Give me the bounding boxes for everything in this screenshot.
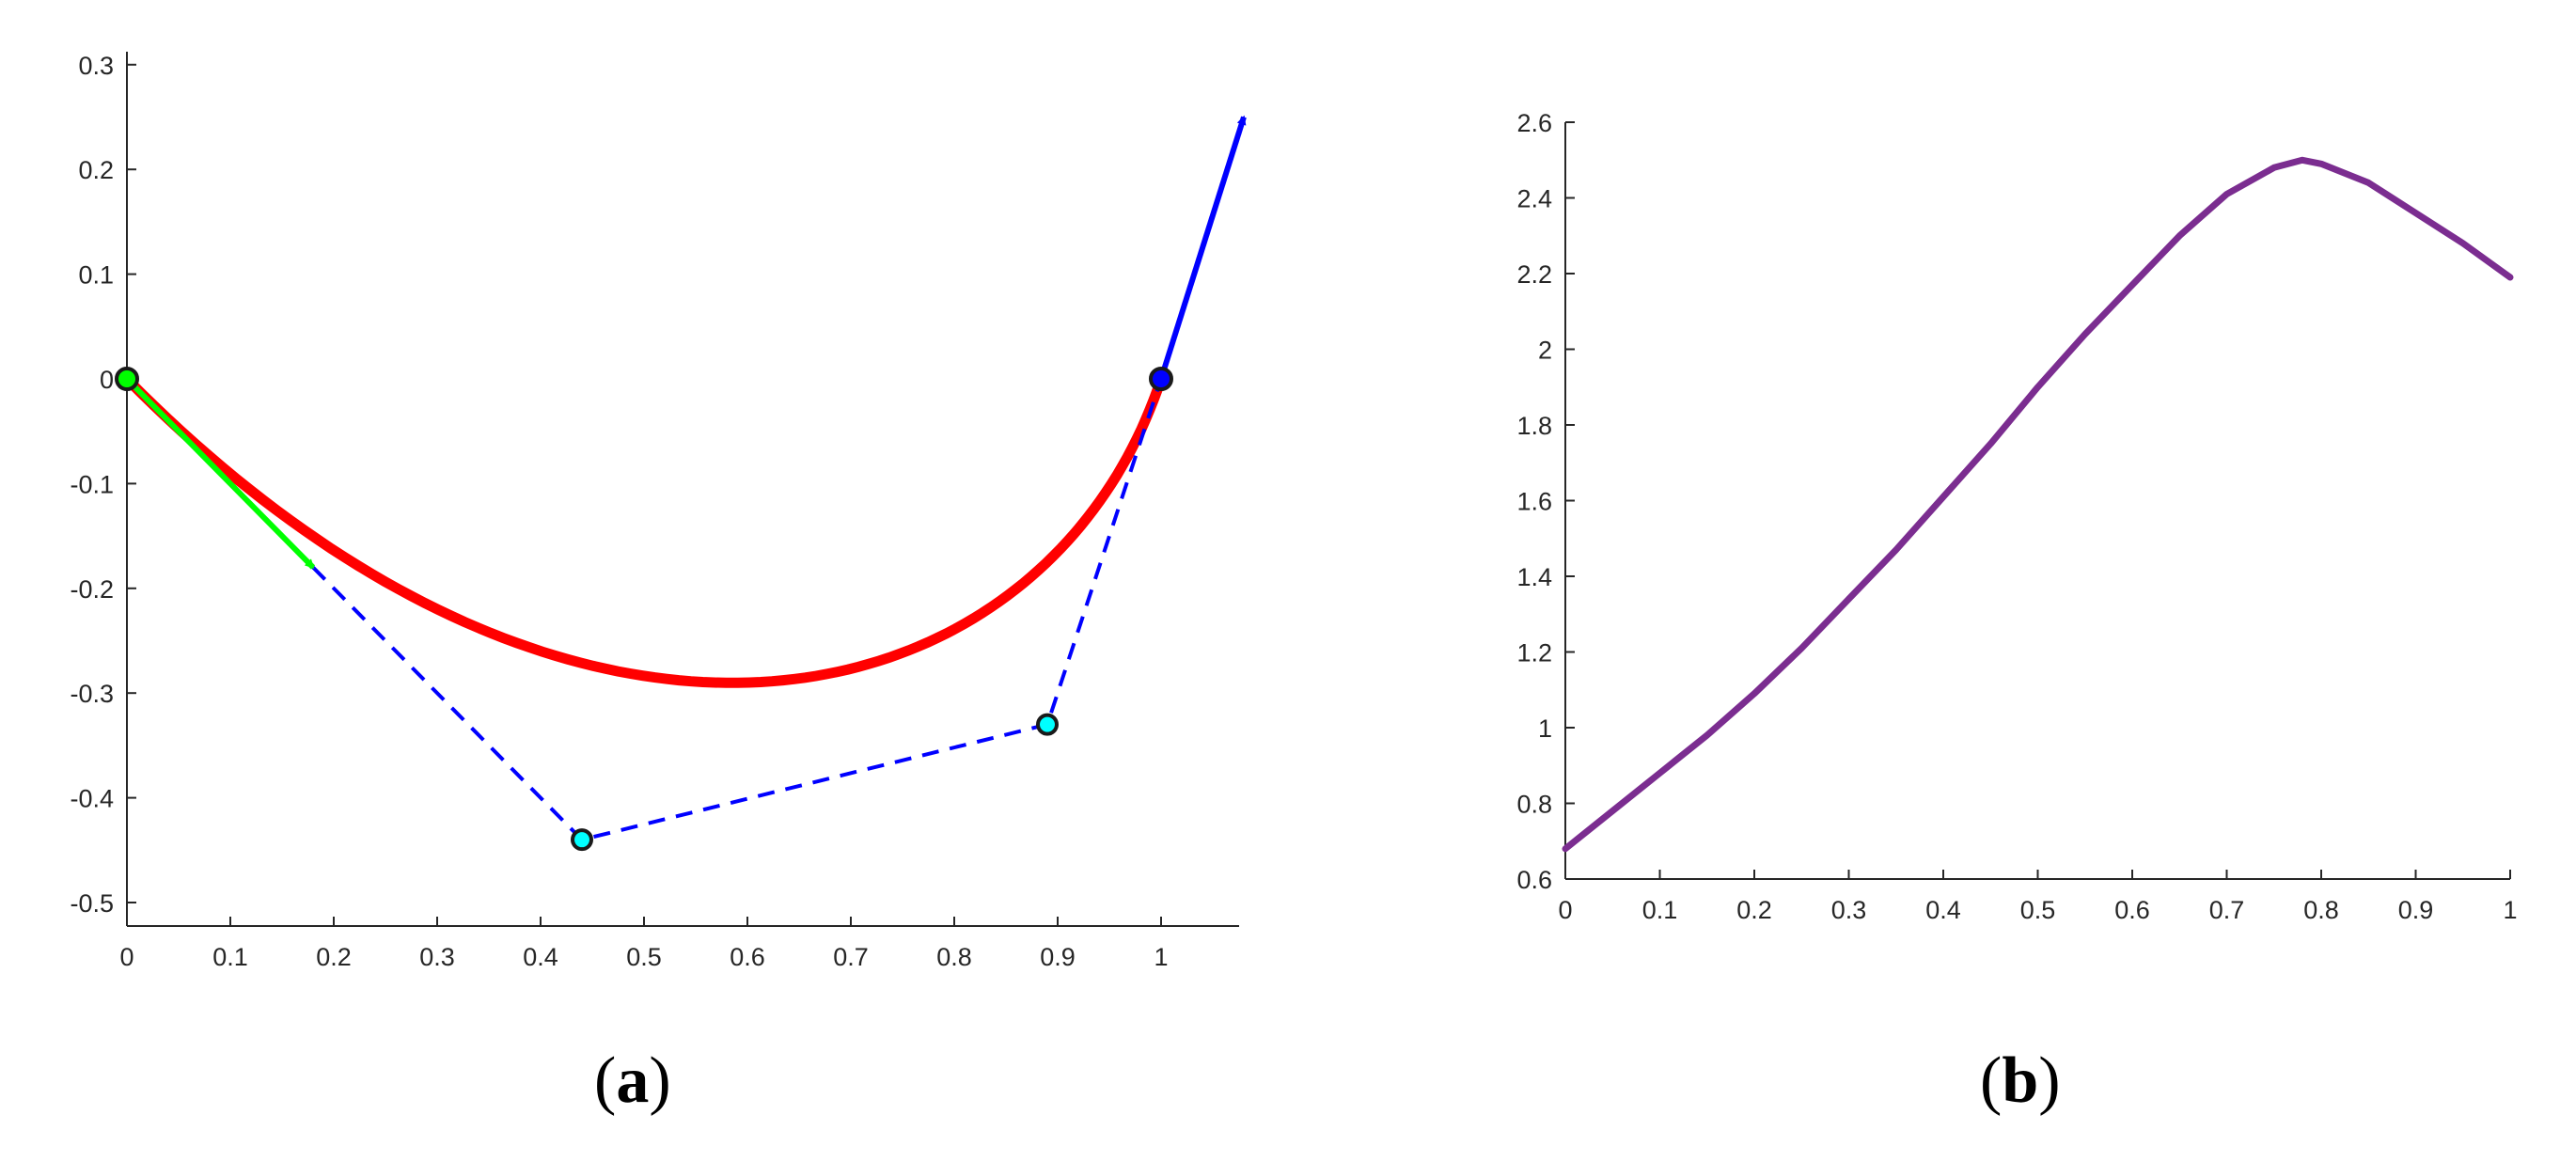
chart-b-x-tick-label: 0.9 [2398,896,2434,924]
chart-b-x-tick-label: 0.2 [1736,896,1772,924]
panel-label-b-letter: b [2002,1044,2039,1117]
chart-b-x-tick-label: 0.6 [2114,896,2150,924]
panel-label-a-open: ( [594,1044,617,1117]
chart-b-y-tick-label: 0.8 [1516,791,1552,819]
chart-a-x-tick-label: 0.6 [730,943,765,971]
chart-a-y-tick-label: -0.2 [70,575,114,604]
chart-a-y-tick-label: -0.3 [70,680,114,708]
chart-b-x-tick-label: 0.7 [2209,896,2245,924]
chart-a-x-tick-label: 0.4 [523,943,558,971]
chart-b-y-tick-label: 2.6 [1516,109,1552,137]
chart-b-y-tick-label: 1.6 [1516,488,1552,516]
chart-a-y-tick-label: 0 [100,366,114,394]
chart-a-tangent-arrow [1158,115,1247,380]
chart-b-x-tick-label: 0.8 [2303,896,2339,924]
chart-a-x-tick-label: 0.2 [316,943,352,971]
chart-a-endpoint [115,367,139,391]
chart-a-y-tick-label: -0.1 [70,470,114,498]
chart-b: 0 0.1 0.2 0.3 0.4 0.5 0.6 0.7 0.8 0.9 1 0.6 0.8 1 1.2 1… [1516,109,2517,924]
chart-a-x-tick-label: 0.7 [833,943,869,971]
chart-a-endpoint [1149,367,1173,391]
chart-b-y-tick-label: 2 [1538,337,1552,365]
chart-a-tangent-arrow [124,376,316,570]
panel-label-a-letter: a [616,1044,650,1117]
chart-a-x-tick-label: 0.1 [212,943,248,971]
chart-a: 0 0.1 0.2 0.3 0.4 0.5 0.6 0.7 0.8 0.9 10.30.20.10-… [70,52,1247,971]
chart-b-series-line [1562,156,2514,853]
chart-b-y-tick-label: 0.6 [1516,866,1552,894]
chart-b-x-tick-label: 1 [2503,896,2517,924]
chart-b-x-tick-label: 0.3 [1831,896,1867,924]
chart-b-y-tick-label: 1.2 [1516,639,1552,667]
chart-b-x-tick-label: 0.5 [2020,896,2056,924]
chart-a-control-point [571,828,593,852]
panel-label-a: (a) [594,1044,671,1119]
chart-b-y-tick-label: 2.4 [1516,185,1552,213]
chart-b-x-tick-label: 0.1 [1642,896,1678,924]
panel-label-a-close: ) [649,1044,671,1117]
chart-a-x-tick-label: 0 [119,943,134,971]
chart-a-x-tick-label: 1 [1154,943,1168,971]
chart-a-y-tick-label: -0.4 [70,785,114,813]
chart-a-bezier-curve [121,373,1167,688]
chart-a-y-tick-label: 0.3 [78,52,114,80]
chart-b-x-tick-label: 0 [1558,896,1572,924]
chart-b-y-tick-label: 2.2 [1516,260,1552,289]
panel-label-b-open: ( [1980,1044,2003,1117]
chart-a-y-tick-label: 0.1 [78,261,114,290]
chart-a-x-tick-label: 0.5 [626,943,662,971]
chart-a-x-tick-label: 0.3 [419,943,455,971]
chart-a-control-point [1036,713,1059,736]
chart-a-x-tick-label: 0.8 [936,943,972,971]
chart-b-y-tick-label: 1 [1538,714,1552,743]
chart-a-x-tick-label: 0.9 [1040,943,1076,971]
panel-label-b-close: ) [2038,1044,2061,1117]
panel-label-b: (b) [1980,1044,2061,1119]
chart-b-y-tick-label: 1.4 [1516,563,1552,591]
chart-a-y-tick-label: 0.2 [78,156,114,184]
chart-b-x-tick-label: 0.4 [1925,896,1961,924]
chart-a-control-polygon [311,378,1163,842]
chart-b-y-tick-label: 1.8 [1516,412,1552,440]
chart-a-y-tick-label: -0.5 [70,889,114,918]
